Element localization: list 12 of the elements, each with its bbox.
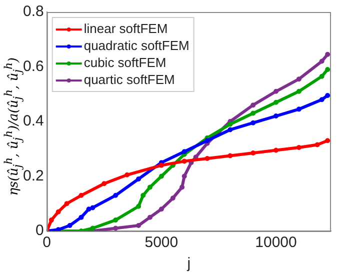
- x-tick-label: 10000: [255, 234, 297, 252]
- y-tick-label: 0.8: [22, 3, 44, 20]
- y-tick-label: 0.2: [22, 167, 44, 184]
- legend-label: quartic softFEM: [84, 72, 175, 88]
- x-axis-title: j: [186, 255, 191, 272]
- y-tick-label: 0.4: [22, 112, 44, 130]
- legend-label: linear softFEM: [84, 21, 168, 36]
- y-tick-label: 0: [36, 222, 44, 240]
- legend-label: quadratic softFEM: [84, 38, 190, 54]
- y-tick-label: 0.6: [22, 58, 44, 75]
- legend-label: cubic softFEM: [84, 55, 166, 70]
- x-tick-label: 5000: [144, 234, 178, 252]
